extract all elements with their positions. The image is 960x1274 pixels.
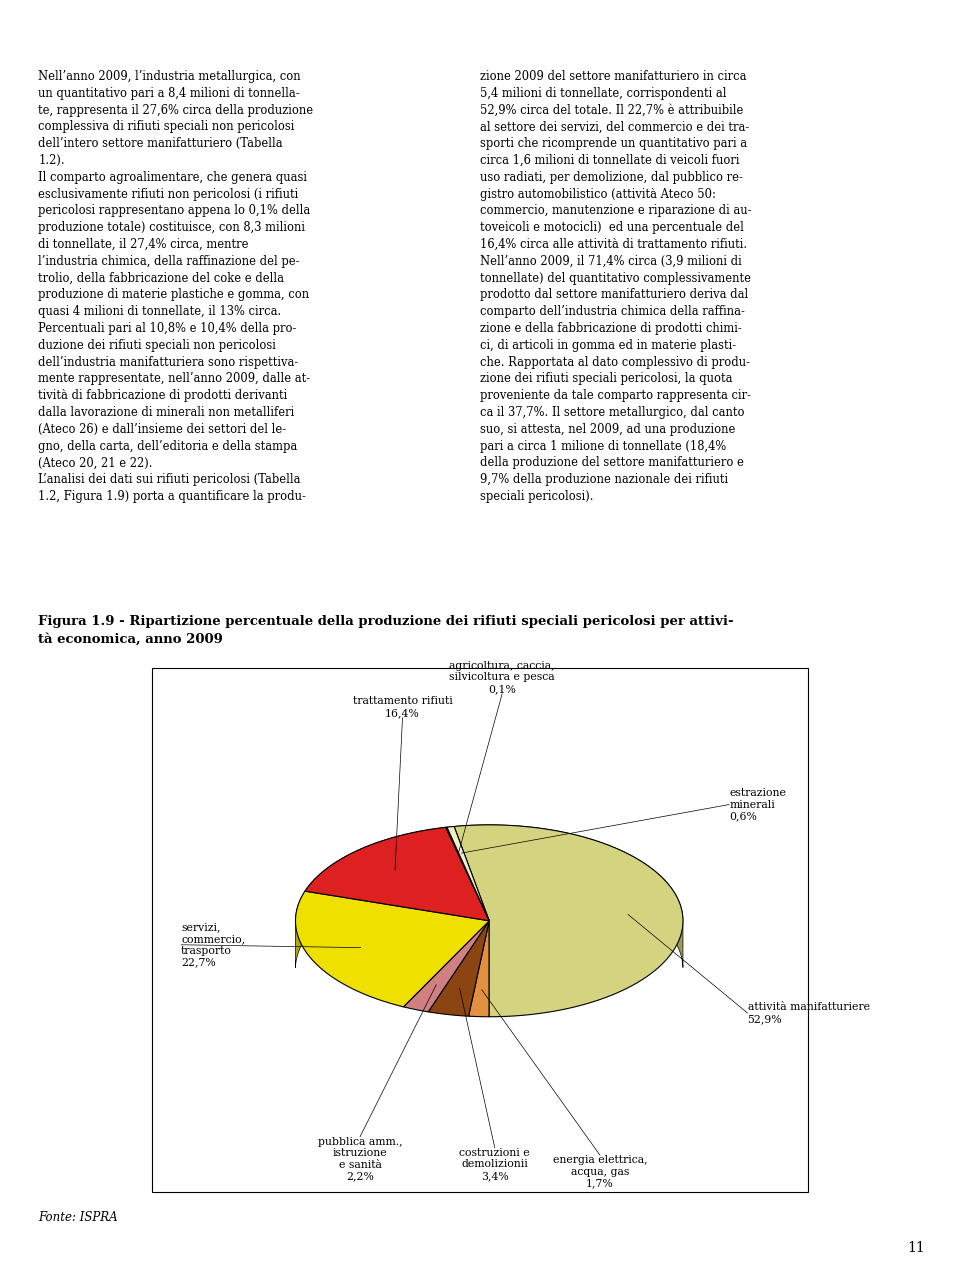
Text: Nell’anno 2009, l’industria metallurgica, con
un quantitativo pari a 8,4 milioni: Nell’anno 2009, l’industria metallurgica… (38, 70, 314, 503)
Polygon shape (305, 827, 490, 921)
Polygon shape (296, 891, 305, 968)
Polygon shape (447, 827, 490, 921)
Text: Figura 1.9 - Ripartizione percentuale della produzione dei rifiuti speciali peri: Figura 1.9 - Ripartizione percentuale de… (38, 615, 734, 646)
Polygon shape (403, 921, 490, 1012)
Polygon shape (445, 827, 490, 968)
Text: servizi,
commercio,
trasporto
22,7%: servizi, commercio, trasporto 22,7% (181, 922, 245, 967)
Text: Fonte: ISPRA: Fonte: ISPRA (38, 1210, 118, 1224)
Text: trattamento rifiuti
16,4%: trattamento rifiuti 16,4% (352, 696, 452, 717)
Text: agricoltura, caccia,
silvicoltura e pesca
0,1%: agricoltura, caccia, silvicoltura e pesc… (449, 661, 555, 694)
Polygon shape (445, 827, 447, 875)
Polygon shape (468, 921, 490, 1017)
Polygon shape (428, 921, 490, 1017)
Polygon shape (447, 827, 454, 875)
Polygon shape (445, 827, 490, 921)
Text: costruzioni e
demolizionii
3,4%: costruzioni e demolizionii 3,4% (460, 1148, 530, 1181)
Polygon shape (447, 827, 490, 968)
FancyBboxPatch shape (152, 668, 808, 1192)
Polygon shape (305, 891, 490, 968)
Polygon shape (305, 827, 445, 939)
Polygon shape (454, 824, 683, 1017)
Text: attività manifatturiere
52,9%: attività manifatturiere 52,9% (748, 1003, 870, 1024)
Polygon shape (447, 827, 490, 968)
Text: CAPITOLO 1 – PRODUZIONE DEI RIFIUTI SPECIALI: CAPITOLO 1 – PRODUZIONE DEI RIFIUTI SPEC… (194, 19, 766, 38)
Polygon shape (454, 824, 683, 968)
Text: estrazione
minerali
0,6%: estrazione minerali 0,6% (729, 787, 786, 822)
Polygon shape (296, 891, 490, 1006)
Text: pubblica amm.,
istruzione
e sanità
2,2%: pubblica amm., istruzione e sanità 2,2% (318, 1136, 402, 1181)
Polygon shape (445, 827, 490, 968)
Polygon shape (305, 891, 490, 968)
Text: zione 2009 del settore manifatturiero in circa
5,4 milioni di tonnellate, corris: zione 2009 del settore manifatturiero in… (480, 70, 752, 503)
Text: energia elettrica,
acqua, gas
1,7%: energia elettrica, acqua, gas 1,7% (553, 1156, 647, 1189)
Polygon shape (454, 827, 490, 968)
Text: 11: 11 (908, 1241, 925, 1255)
Polygon shape (454, 827, 490, 968)
